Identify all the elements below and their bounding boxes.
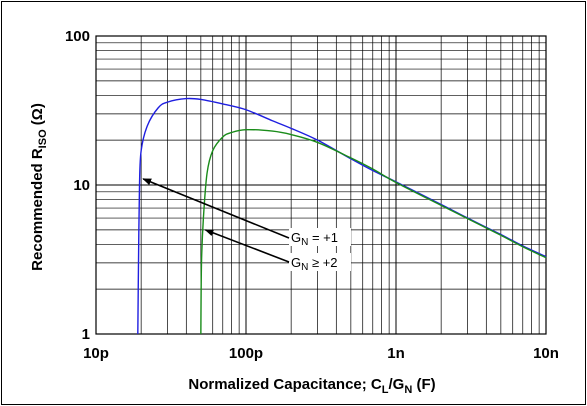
annotation-gn2-label: GN ≥ +2 [291, 255, 338, 273]
y-tick-label: 100 [65, 28, 90, 45]
y-tick-labels: 1 10 100 [65, 28, 90, 343]
annotation-gn1-base: G [291, 230, 301, 245]
series-layer [137, 97, 547, 335]
x-tick-label: 100p [229, 345, 263, 362]
y-axis-title: Recommended RISO (Ω) [29, 103, 49, 271]
x-tick-labels: 10p 100p 1n 10n [83, 345, 559, 362]
annotation-gn2-arrow [204, 229, 290, 263]
annotations: GN = +1 GN ≥ +2 [142, 178, 351, 273]
annotation-gn1-arrow [142, 178, 290, 239]
x-axis-title-tail: (F) [412, 376, 435, 393]
x-tick-label: 10n [533, 345, 559, 362]
x-axis-title-sub2: N [404, 384, 412, 396]
series-line-gn2 [200, 128, 547, 335]
annotation-gn2-background [289, 253, 351, 271]
annotation-gn1-sub: N [301, 237, 308, 248]
y-tick-label: 1 [82, 326, 90, 343]
x-axis-title-main: Normalized Capacitance; C [188, 376, 382, 393]
annotation-gn1-background [289, 228, 351, 246]
y-axis-title-main: Recommended R [29, 148, 46, 271]
annotation-gn2: GN ≥ +2 [204, 229, 351, 273]
annotation-gn2-base: G [291, 255, 301, 270]
x-tick-label: 1n [387, 345, 405, 362]
annotation-gn2-rest: ≥ +2 [308, 255, 337, 270]
series-line-gn1 [137, 97, 547, 335]
y-tick-label: 10 [73, 177, 90, 194]
x-tick-label: 10p [83, 345, 109, 362]
annotation-gn2-sub: N [301, 262, 308, 273]
grid-lines [95, 36, 546, 335]
annotation-gn1: GN = +1 [142, 178, 351, 248]
annotation-gn1-rest: = +1 [308, 230, 338, 245]
y-axis-title-sub: ISO [37, 129, 49, 148]
x-axis-title: Normalized Capacitance; CL/GN (F) [188, 376, 435, 396]
plot-area [95, 35, 547, 335]
annotation-gn1-label: GN = +1 [291, 230, 338, 248]
x-axis-title-mid: /G [389, 376, 405, 393]
y-axis-title-tail: (Ω) [29, 103, 46, 129]
x-axis-title-sub1: L [382, 384, 389, 396]
